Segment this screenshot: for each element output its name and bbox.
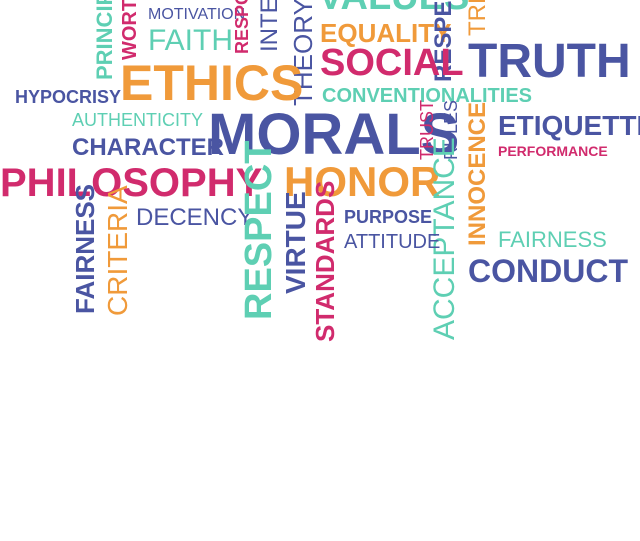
word-morals: MORALS <box>208 102 460 167</box>
word-criteria: CRITERIA <box>102 185 133 316</box>
word-respect-vertical: RESPECT <box>238 140 280 320</box>
word-fairness-vertical: FAIRNESS <box>70 183 100 314</box>
word-hypocrisy: HYPOCRISY <box>15 87 122 107</box>
word-innocence: INNOCENCE <box>464 101 491 246</box>
word-fairness: FAIRNESS <box>498 227 607 252</box>
word-principles-fragment: PRINCIP <box>92 0 117 80</box>
word-standards: STANDARDS <box>310 180 340 342</box>
word-purpose: PURPOSE <box>344 207 433 227</box>
word-conventionalities: CONVENTIONALITIES <box>322 85 533 107</box>
word-equality: EQUALITY <box>320 18 452 48</box>
word-worth-fragment: WORT <box>119 0 141 60</box>
word-social: SOCIAL <box>320 42 464 84</box>
word-respo-fragment: RESPO <box>232 0 252 54</box>
word-conduct: CONDUCT <box>468 253 628 289</box>
word-integ-fragment: INTEG <box>256 0 283 52</box>
word-attitude: ATTITUDE <box>344 231 441 253</box>
word-ethics: ETHICS <box>120 55 304 111</box>
word-philosophy: PHILOSOPHY <box>0 161 263 205</box>
word-character: CHARACTER <box>72 134 224 161</box>
word-tr-fragment: TRE <box>464 0 491 36</box>
word-motivation: MOTIVATION <box>148 6 246 23</box>
word-honor: HONOR <box>284 158 441 205</box>
word-truth: TRUTH <box>468 35 631 88</box>
word-performance: PERFORMANCE <box>498 143 608 159</box>
word-faith: FAITH <box>148 24 234 57</box>
word-decency: DECENCY <box>136 204 254 231</box>
word-values: VALUES <box>318 0 469 16</box>
word-virtue: VIRTUE <box>280 191 311 294</box>
word-etiquette: ETIQUETTE <box>498 110 640 141</box>
word-authenticity: AUTHENTICITY <box>72 110 204 130</box>
